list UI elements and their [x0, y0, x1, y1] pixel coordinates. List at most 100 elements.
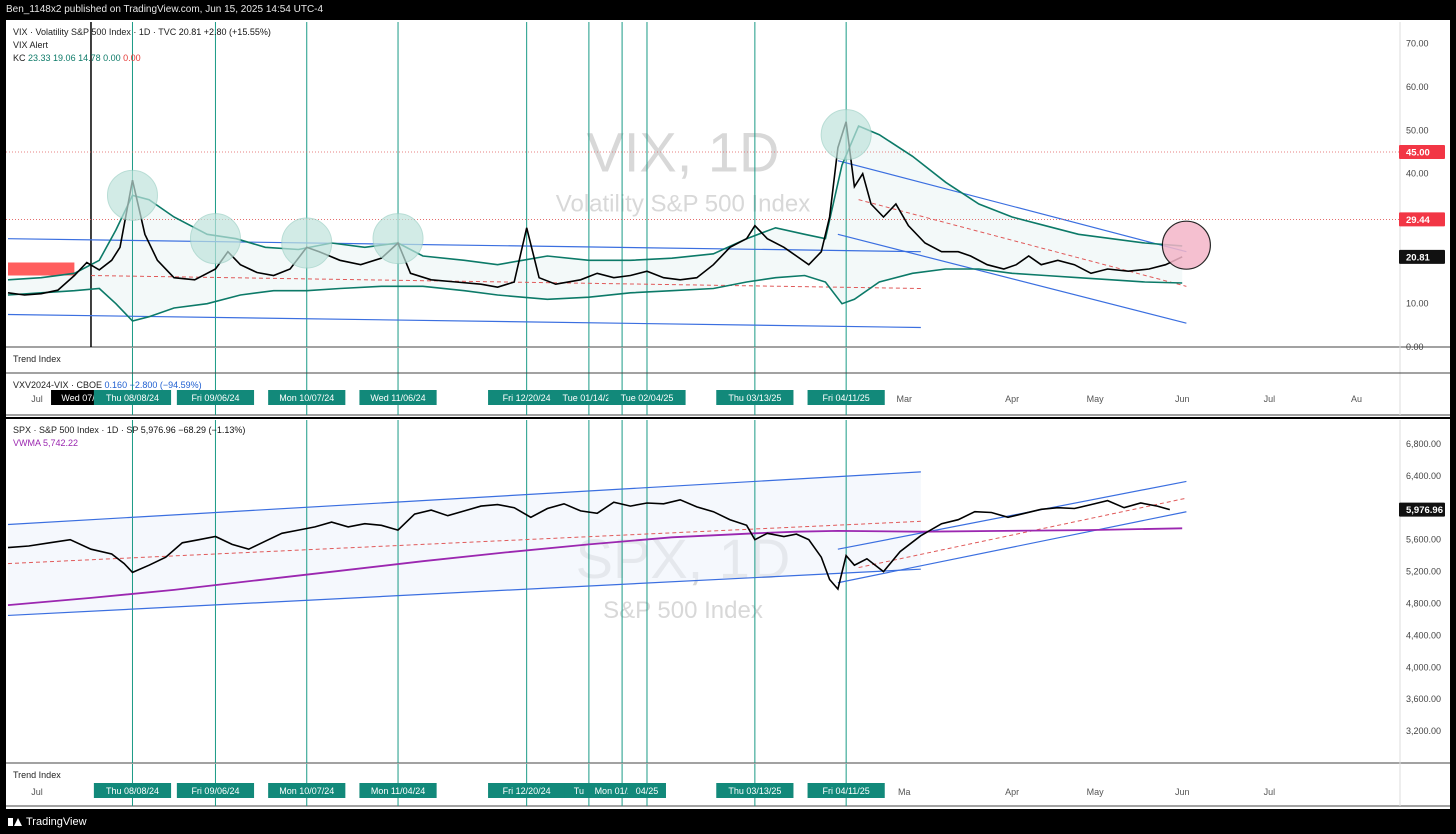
vix-kc-lower-line	[7, 268, 1183, 322]
spx-trend-line	[837, 511, 1187, 584]
brand-label: TradingView	[26, 816, 87, 828]
vix-price-label-bg	[1399, 145, 1445, 159]
vix-date-label: Fri 09/06/24	[191, 393, 239, 403]
spx-y-tick-label: 6,400.00	[1406, 471, 1441, 481]
vix-date-label-bg	[359, 390, 437, 405]
spx-x-tick-label: Ma	[898, 787, 911, 797]
spx-legend-symbol: SPX · S&P 500 Index · 1D · SP	[13, 425, 141, 435]
vix-red-band	[8, 262, 75, 276]
vix-date-label: Fri 12/20/24	[503, 393, 551, 403]
spx-x-tick-label: May	[1087, 787, 1105, 797]
vix-target-circle	[1161, 220, 1211, 270]
spx-date-label-bg	[716, 783, 794, 798]
vix-date-label: Mon 10/07/24	[279, 393, 334, 403]
vix-date-label-bg	[550, 390, 628, 405]
vix-kc-upper-line	[7, 124, 1183, 281]
vix-legend-price: 20.81	[179, 27, 204, 37]
vix-date-label: Tue 02/04/25	[621, 393, 674, 403]
vix-date-label-bg	[93, 390, 172, 405]
spx-legend-price: 5,976.96	[141, 425, 179, 435]
vix-price-label-bg	[1399, 249, 1445, 264]
vix-highlight-circle	[372, 213, 424, 265]
spx-price-label: 5,976.96	[1406, 505, 1443, 516]
spx-price-line	[7, 498, 1171, 591]
vix-trend-line	[837, 233, 1187, 324]
spx-x-tick-label: Jul	[1264, 787, 1276, 797]
vix-date-label: Wed 11/06/24	[370, 393, 425, 403]
spx-trend-line	[837, 480, 1187, 550]
spx-y-tick-label: 4,000.00	[1406, 662, 1441, 672]
footer-brand[interactable]: TradingView	[0, 810, 1456, 834]
vix-price-label: 20.81	[1406, 252, 1430, 263]
vix-trend-line	[7, 238, 921, 253]
vix-legend-kc: KC 23.33 19.06 14.78 0.00 0.00	[13, 53, 141, 63]
spx-date-label: 04/25	[636, 786, 659, 796]
vix-x-tick-label: Au	[1351, 394, 1362, 404]
vix-y-tick-label: 70.00	[1406, 39, 1429, 49]
spx-trend-line	[7, 471, 921, 526]
spx-channel-fill	[8, 471, 921, 616]
vix-x-tick-label: Jul	[1264, 394, 1276, 404]
spx-y-tick-label: 5,600.00	[1406, 535, 1441, 545]
vix-date-label-bg	[176, 390, 255, 405]
spx-date-label: Fri 09/06/24	[191, 786, 239, 796]
vix-subpane-line2: VXV2024-VIX · CBOE 0.160 −2.800 (−94.59%…	[13, 380, 202, 390]
vix-panel-bg	[6, 20, 1450, 417]
spx-date-label: Thu 03/13/25	[728, 786, 781, 796]
vix-y-tick-label: 60.00	[1406, 82, 1429, 92]
vix-date-label: Fri 04/11/25	[822, 393, 869, 403]
published-header: Ben_1148x2 published on TradingView.com,…	[6, 4, 324, 15]
spx-y-tick-label: 5,200.00	[1406, 567, 1441, 577]
spx-dashed-line	[7, 520, 921, 565]
vix-x-tick-label: Jul	[31, 394, 43, 404]
vix-highlight-circle	[281, 217, 333, 269]
vix-legend-line2: VIX Alert	[13, 40, 49, 50]
vix-dashed-line	[858, 199, 1187, 287]
spx-vwma-line	[7, 527, 1183, 606]
spx-y-tick-label: 3,200.00	[1406, 726, 1441, 736]
spx-price-label-bg	[1399, 502, 1445, 517]
vix-subpane-series-value: 0.160	[105, 380, 130, 390]
spx-pane: SPX, 1DS&P 500 Index6,800.006,400.006,00…	[6, 420, 1450, 807]
spx-date-label-bg	[93, 783, 172, 798]
vix-y-tick-label: 10.00	[1406, 299, 1429, 309]
spx-y-tick-label: 3,600.00	[1406, 694, 1441, 704]
vix-date-label-bg	[608, 390, 686, 405]
spx-trend-line	[7, 568, 921, 617]
vix-x-tick-label: May	[1087, 394, 1105, 404]
spx-date-label-bg	[627, 783, 666, 798]
vix-legend-symbol: VIX · Volatility S&P 500 Index · 1D · TV…	[13, 27, 179, 37]
vix-x-tick-label: Jun	[1175, 394, 1190, 404]
vix-highlight-circle	[189, 213, 241, 265]
vix-subpane-series-change: −2.800 (−94.59%)	[130, 380, 202, 390]
spx-date-label: Mon 11/04/24	[371, 786, 425, 796]
vix-date-label: Tue 01/14/25	[563, 393, 616, 403]
vix-date-label-bg	[488, 390, 566, 405]
spx-y-tick-label: 4,400.00	[1406, 630, 1441, 640]
vix-legend-kc-zero-green: 0.00	[103, 53, 123, 63]
spx-date-label-bg	[488, 783, 566, 798]
vix-x-tick-label: Mar	[896, 394, 912, 404]
spx-subpane-title: Trend Index	[13, 770, 61, 780]
vix-date-label-bg	[268, 390, 346, 405]
spx-y-tick-label: 6,800.00	[1406, 439, 1441, 449]
vix-keltner-fill	[8, 126, 1183, 321]
spx-date-label-bg	[359, 783, 437, 798]
spx-x-tick-label: Apr	[1005, 787, 1019, 797]
vix-subpane-series-name: VXV2024-VIX · CBOE	[13, 380, 105, 390]
vix-date-label-bg	[716, 390, 794, 405]
spx-watermark-subtitle: S&P 500 Index	[603, 597, 763, 624]
vix-dashed-line	[90, 275, 921, 289]
vix-date-label: Thu 03/13/25	[728, 393, 781, 403]
spx-legend-line1: SPX · S&P 500 Index · 1D · SP 5,976.96 −…	[13, 425, 245, 435]
vix-legend-kc-value: 19.06	[53, 53, 78, 63]
spx-date-label: Fri 04/11/25	[822, 786, 869, 796]
tradingview-logo-icon	[8, 817, 22, 827]
vix-y-tick-label: 50.00	[1406, 125, 1429, 135]
vix-price-label-bg	[1399, 212, 1445, 227]
vix-watermark-subtitle: Volatility S&P 500 Index	[556, 191, 810, 218]
spx-x-tick-label: Jul	[31, 787, 43, 797]
spx-legend-change: −68.29 (−1.13%)	[178, 425, 245, 435]
